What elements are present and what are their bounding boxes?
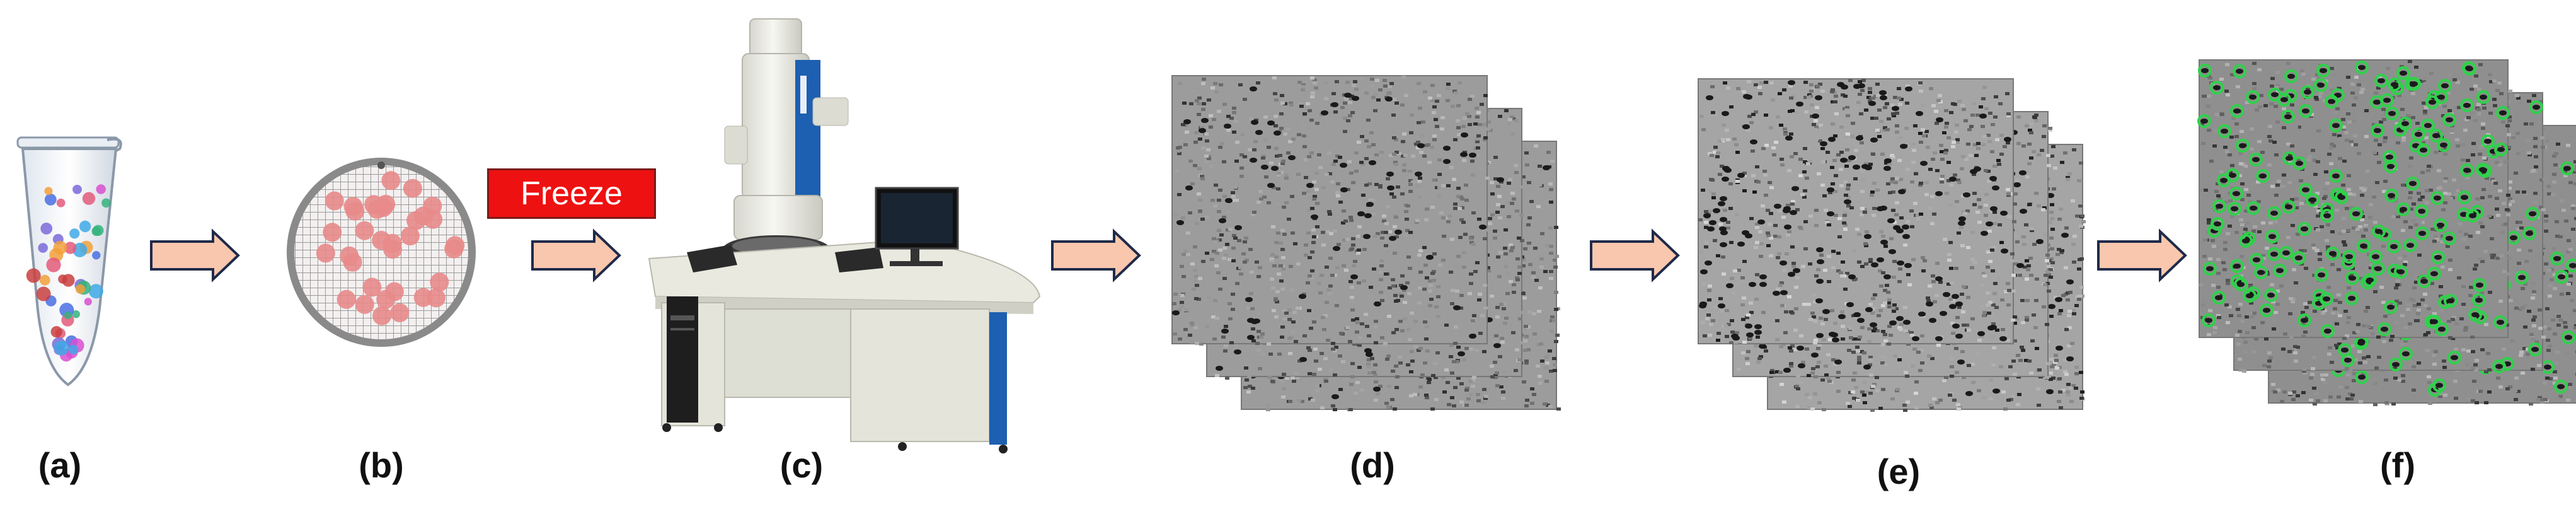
arrow-4 [1591,231,1678,279]
electron-microscope-icon [649,19,1040,453]
stackF-sheet-3 [2199,60,2512,341]
arrow-2 [532,231,619,279]
arrow-5 [2098,231,2185,279]
freeze-label: Freeze [520,175,623,213]
sample-tube-icon [18,137,121,385]
micrograph-stack-icon [1172,76,1561,411]
picked-particles-stack-icon [2199,60,2576,406]
arrow-3 [1052,231,1139,279]
label-b: (b) [318,445,444,486]
stackD-sheet-3 [1172,76,1491,347]
stackE-sheet-3 [1698,79,2017,347]
label-a: (a) [0,445,123,486]
label-d: (d) [1309,445,1435,486]
arrow-1 [151,231,238,279]
label-e: (e) [1836,451,1962,492]
label-f: (f) [2335,445,2461,486]
denoised-micrograph-stack-icon [1698,79,2086,412]
label-c: (c) [739,445,865,486]
freeze-box: Freeze [487,168,656,219]
grid-icon [287,158,476,347]
